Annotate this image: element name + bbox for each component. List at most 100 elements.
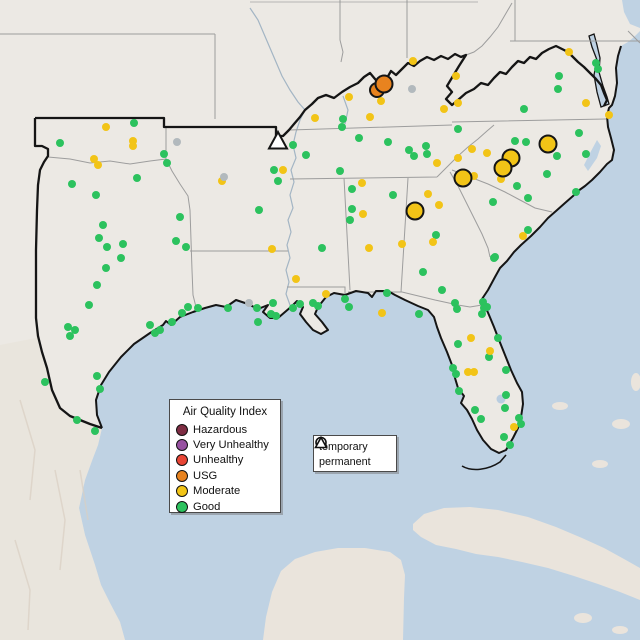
station-dot-marker bbox=[68, 180, 76, 188]
station-dot-marker bbox=[553, 152, 561, 160]
mexico-terrain-ridges bbox=[14, 399, 89, 631]
station-dot-marker bbox=[336, 167, 344, 175]
station-dot-marker bbox=[365, 244, 373, 252]
station-dot-marker bbox=[452, 72, 460, 80]
station-dot-marker bbox=[471, 406, 479, 414]
station-dot-marker bbox=[433, 159, 441, 167]
station-dot-marker bbox=[168, 318, 176, 326]
station-dot-marker bbox=[245, 299, 253, 307]
aqi-category-label: Good bbox=[193, 500, 221, 513]
temporary-station-circle-marker bbox=[405, 201, 425, 221]
station-dot-marker bbox=[522, 138, 530, 146]
station-shape-key: temporary permanent bbox=[313, 435, 397, 472]
station-dot-marker bbox=[93, 372, 101, 380]
station-dot-marker bbox=[594, 65, 602, 73]
station-dot-marker bbox=[410, 152, 418, 160]
station-dot-marker bbox=[146, 321, 154, 329]
station-dot-marker bbox=[513, 182, 521, 190]
station-dot-marker bbox=[419, 268, 427, 276]
station-dot-marker bbox=[279, 166, 287, 174]
station-dot-marker bbox=[524, 226, 532, 234]
station-dot-marker bbox=[389, 191, 397, 199]
station-dot-marker bbox=[314, 302, 322, 310]
station-dot-marker bbox=[348, 205, 356, 213]
station-dot-marker bbox=[555, 72, 563, 80]
station-dot-marker bbox=[500, 433, 508, 441]
northeast-corner-water bbox=[622, 0, 640, 28]
station-dot-marker bbox=[582, 150, 590, 158]
station-dot-marker bbox=[117, 254, 125, 262]
station-dot-marker bbox=[452, 370, 460, 378]
station-dot-marker bbox=[377, 97, 385, 105]
station-dot-marker bbox=[435, 201, 443, 209]
station-dot-marker bbox=[296, 300, 304, 308]
bahamas-island-4 bbox=[631, 373, 640, 391]
station-dot-marker bbox=[73, 416, 81, 424]
station-dot-marker bbox=[102, 264, 110, 272]
station-dot-marker bbox=[502, 366, 510, 374]
station-dot-marker bbox=[289, 304, 297, 312]
station-dot-marker bbox=[160, 150, 168, 158]
station-dot-marker bbox=[501, 404, 509, 412]
station-dot-marker bbox=[355, 134, 363, 142]
station-dot-marker bbox=[64, 323, 72, 331]
shape-key-item: temporary bbox=[315, 436, 391, 454]
aqi-category-swatch-icon bbox=[176, 423, 188, 436]
florida-keys bbox=[461, 454, 507, 471]
station-dot-marker bbox=[92, 191, 100, 199]
station-dot-marker bbox=[163, 159, 171, 167]
mexico-landmass bbox=[0, 318, 125, 640]
temporary-station-circle-marker bbox=[374, 74, 394, 94]
aqi-category-label: Very Unhealthy bbox=[193, 439, 269, 452]
shape-key-label: temporary bbox=[319, 440, 368, 453]
station-dot-marker bbox=[464, 368, 472, 376]
station-dot-marker bbox=[269, 299, 277, 307]
shape-key-label: permanent bbox=[319, 455, 371, 468]
station-dot-marker bbox=[454, 125, 462, 133]
station-dot-marker bbox=[478, 310, 486, 318]
station-dot-marker bbox=[453, 305, 461, 313]
station-dot-marker bbox=[289, 141, 297, 149]
station-dot-marker bbox=[346, 216, 354, 224]
aqi-category-swatch-icon bbox=[176, 454, 188, 467]
station-dot-marker bbox=[292, 275, 300, 283]
station-dot-marker bbox=[133, 174, 141, 182]
station-dot-marker bbox=[520, 105, 528, 113]
aqi-legend-item: Unhealthy bbox=[176, 453, 274, 468]
station-dot-marker bbox=[339, 115, 347, 123]
aqi-legend-title: Air Quality Index bbox=[182, 406, 268, 418]
station-dot-marker bbox=[302, 151, 310, 159]
station-dot-marker bbox=[565, 48, 573, 56]
station-dot-marker bbox=[103, 243, 111, 251]
temporary-station-circle-marker bbox=[453, 168, 473, 188]
station-dot-marker bbox=[398, 240, 406, 248]
station-dot-marker bbox=[485, 353, 493, 361]
aqi-legend-items: Hazardous Very Unhealthy Unhealthy USG Moder… bbox=[176, 422, 274, 514]
station-dot-marker bbox=[130, 119, 138, 127]
station-dot-marker bbox=[405, 146, 413, 154]
aqi-legend-item: Very Unhealthy bbox=[176, 437, 274, 452]
station-dot-marker bbox=[91, 427, 99, 435]
station-dot-marker bbox=[494, 334, 502, 342]
station-dot-marker bbox=[483, 303, 491, 311]
station-dot-marker bbox=[543, 170, 551, 178]
station-dot-marker bbox=[524, 194, 532, 202]
yucatan-landmass bbox=[263, 548, 405, 640]
station-dot-marker bbox=[438, 286, 446, 294]
station-dot-marker bbox=[173, 138, 181, 146]
station-dot-marker bbox=[311, 114, 319, 122]
station-dot-marker bbox=[93, 281, 101, 289]
station-dot-marker bbox=[366, 113, 374, 121]
station-dot-marker bbox=[151, 329, 159, 337]
station-dot-marker bbox=[178, 309, 186, 317]
station-dot-marker bbox=[341, 295, 349, 303]
station-dot-marker bbox=[486, 347, 494, 355]
station-dot-marker bbox=[119, 240, 127, 248]
station-dot-marker bbox=[255, 206, 263, 214]
station-dot-marker bbox=[172, 237, 180, 245]
station-dot-marker bbox=[483, 149, 491, 157]
station-dot-marker bbox=[440, 105, 448, 113]
station-dot-marker bbox=[502, 391, 510, 399]
station-dot-marker bbox=[423, 150, 431, 158]
station-dot-marker bbox=[429, 238, 437, 246]
